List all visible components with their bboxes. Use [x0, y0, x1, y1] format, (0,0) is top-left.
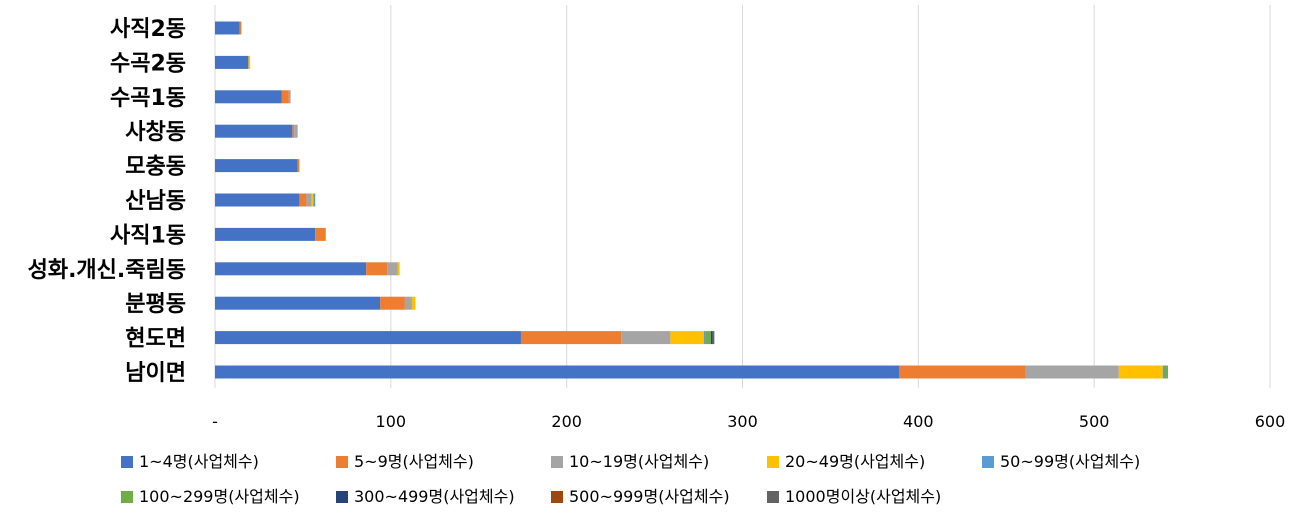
bar-segment: [366, 262, 388, 276]
category-labels: 사직2동수곡2동수곡1동사창동모충동산남동사직1동성화.개신.죽림동분평동현도면…: [28, 17, 186, 386]
legend: 1~4명(사업체수) 5~9명(사업체수) 10~19명(사업체수) 20~49명(사…: [121, 452, 1140, 506]
bar-segment: [520, 331, 622, 345]
legend-swatch: [336, 456, 348, 468]
legend-label: 1000명이상(사업체수): [785, 487, 941, 506]
x-tick-label: 300: [727, 412, 758, 431]
bar-segment: [215, 262, 367, 276]
bar-segment: [712, 331, 715, 345]
bar-segment: [703, 331, 706, 345]
bar-segment: [215, 90, 282, 104]
x-tick-label: 400: [903, 412, 934, 431]
category-label: 수곡1동: [110, 86, 186, 111]
legend-label: 5~9명(사업체수): [354, 452, 474, 471]
x-tick-label: -: [212, 412, 218, 431]
bar-segment: [387, 262, 398, 276]
bar-segment: [306, 193, 312, 207]
bar-segment: [215, 124, 293, 138]
legend-label: 50~99명(사업체수): [1000, 452, 1140, 471]
bar-segment: [248, 55, 251, 69]
category-label: 수곡2동: [110, 51, 186, 76]
bar-segment: [313, 193, 316, 207]
bar-segment: [311, 193, 314, 207]
bar-segment: [397, 262, 400, 276]
x-tick-label: 500: [1079, 412, 1110, 431]
bar-segment: [705, 331, 711, 345]
legend-label: 300~499명(사업체수): [354, 487, 515, 506]
category-label: 사직2동: [110, 17, 186, 42]
legend-swatch: [121, 491, 133, 503]
bar-segment: [299, 193, 307, 207]
legend-swatch: [767, 456, 779, 468]
bar-segment: [898, 365, 1026, 379]
bar-segment: [288, 90, 291, 104]
bar-segment: [281, 90, 289, 104]
bar-segment: [1025, 365, 1119, 379]
bar-segment: [215, 365, 899, 379]
bar-segment: [621, 331, 671, 345]
category-label: 산남동: [125, 189, 186, 214]
bar-segment: [297, 159, 300, 173]
grid-lines: [214, 5, 1271, 388]
bar-segment: [215, 21, 240, 35]
x-axis-tick-labels: - 100 200 300 400 500 600: [212, 412, 1285, 431]
bar-segment: [239, 21, 242, 35]
bar-segment: [315, 227, 326, 241]
bar-segment: [1118, 365, 1163, 379]
bar-segment: [292, 124, 295, 138]
category-label: 분평동: [125, 292, 186, 317]
legend-label: 20~49명(사업체수): [785, 452, 925, 471]
bar-segment: [710, 331, 713, 345]
bar-segment: [215, 193, 300, 207]
bar-segment: [1164, 365, 1169, 379]
bar-segment: [215, 227, 316, 241]
bar-segment: [294, 124, 298, 138]
bar-segment: [670, 331, 704, 345]
bar-segment: [380, 296, 405, 310]
category-label: 사창동: [125, 120, 186, 145]
legend-swatch: [336, 491, 348, 503]
legend-swatch: [551, 456, 563, 468]
x-tick-label: 200: [551, 412, 582, 431]
legend-label: 500~999명(사업체수): [569, 487, 730, 506]
legend-swatch: [551, 491, 563, 503]
legend-label: 1~4명(사업체수): [139, 452, 259, 471]
category-label: 현도면: [125, 327, 186, 352]
category-label: 모충동: [125, 155, 186, 180]
bar-segment: [215, 331, 521, 345]
x-tick-label: 600: [1255, 412, 1286, 431]
category-label: 남이면: [125, 361, 186, 386]
legend-label: 10~19명(사업체수): [569, 452, 709, 471]
legend-swatch: [767, 491, 779, 503]
bar-segment: [1162, 365, 1165, 379]
legend-swatch: [121, 456, 133, 468]
bars: [215, 21, 1169, 379]
legend-label: 100~299명(사업체수): [139, 487, 300, 506]
bar-segment: [215, 55, 249, 69]
bar-segment: [411, 296, 416, 310]
legend-swatch: [982, 456, 994, 468]
category-label: 사직1동: [110, 223, 186, 248]
bar-segment: [215, 159, 298, 173]
x-tick-label: 100: [376, 412, 407, 431]
bar-segment: [404, 296, 412, 310]
category-label: 성화.개신.죽림동: [28, 258, 186, 283]
bar-segment: [215, 296, 381, 310]
